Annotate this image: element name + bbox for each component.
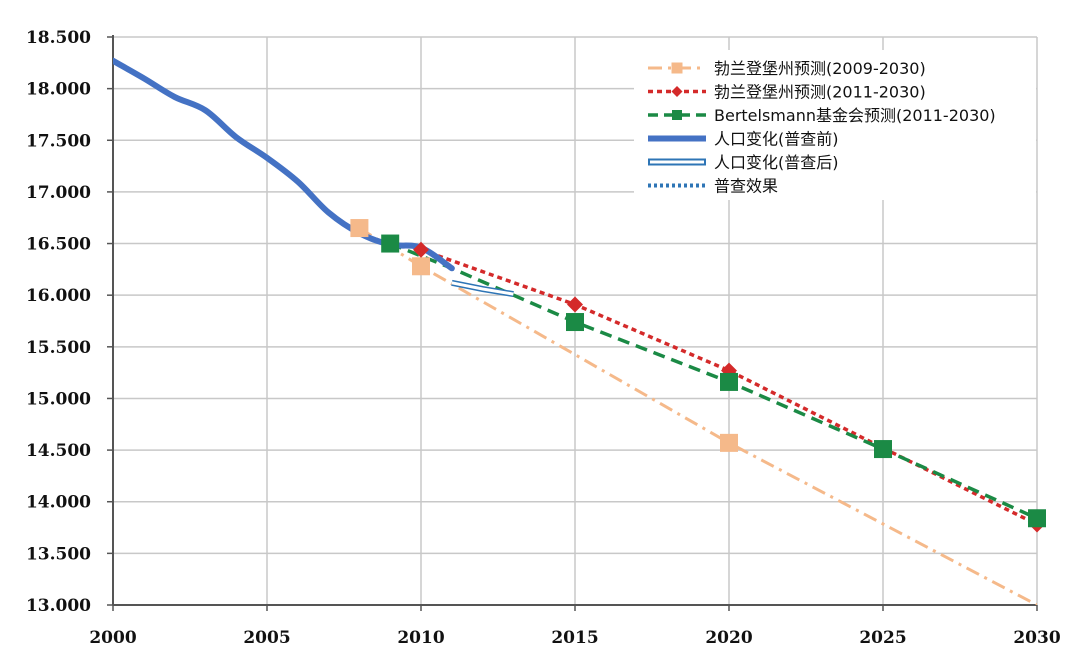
legend-2-marker [672, 110, 682, 120]
legend-box [634, 50, 1036, 200]
series-0-marker [412, 257, 430, 276]
x-tick-label: 2020 [705, 628, 752, 648]
legend-4-label: 人口变化(普查后) [714, 153, 839, 172]
x-tick-label: 2005 [243, 628, 290, 648]
x-tick-label: 2000 [89, 628, 136, 648]
y-tick-label: 17.000 [26, 183, 91, 203]
series-2-marker [874, 440, 892, 459]
series-2-marker [566, 313, 584, 332]
series-2-marker [381, 234, 400, 253]
y-tick-label: 13.500 [26, 544, 91, 564]
series-4-line-inner [451, 281, 514, 296]
x-tick-label: 2015 [551, 628, 598, 648]
x-tick-label: 2030 [1013, 628, 1060, 648]
series-2-marker [720, 372, 738, 391]
y-tick-label: 14.000 [26, 493, 91, 513]
legend: 勃兰登堡州预测(2009-2030) 勃兰登堡州预测(2011-2030) Bert… [634, 50, 1036, 200]
y-tick-label: 17.500 [26, 131, 91, 151]
series-2-marker [1028, 509, 1046, 528]
y-tick-label: 14.500 [26, 441, 91, 461]
series-0-marker [350, 219, 369, 238]
series-2-line [389, 241, 1037, 520]
legend-2-label: Bertelsmann基金会预测(2011-2030) [714, 106, 996, 125]
y-tick-label: 13.000 [26, 596, 91, 616]
y-tick-label: 18.000 [26, 80, 91, 100]
y-tick-label: 15.000 [26, 389, 91, 409]
y-tick-label: 15.500 [26, 338, 91, 358]
series-1-marker [413, 241, 429, 258]
x-tick-label: 2025 [859, 628, 906, 648]
y-tick-label: 16.500 [26, 235, 91, 255]
legend-0-label: 勃兰登堡州预测(2009-2030) [714, 59, 926, 78]
x-tick-label: 2010 [397, 628, 444, 648]
legend-0-marker [671, 62, 683, 74]
legend-3-label: 人口变化(普查前) [714, 130, 839, 149]
legend-1-marker [671, 86, 683, 97]
series-markers [350, 219, 1046, 533]
series-1-marker [567, 296, 583, 313]
y-tick-label: 16.000 [26, 286, 91, 306]
axes: 13.000 13.500 14.000 14.500 15.000 15.500 16.0… [26, 28, 1061, 648]
series-0-marker [720, 433, 738, 452]
y-tick-label: 18.500 [26, 28, 91, 48]
legend-5-label: 普查效果 [714, 177, 778, 196]
legend-1-label: 勃兰登堡州预测(2011-2030) [714, 83, 926, 102]
